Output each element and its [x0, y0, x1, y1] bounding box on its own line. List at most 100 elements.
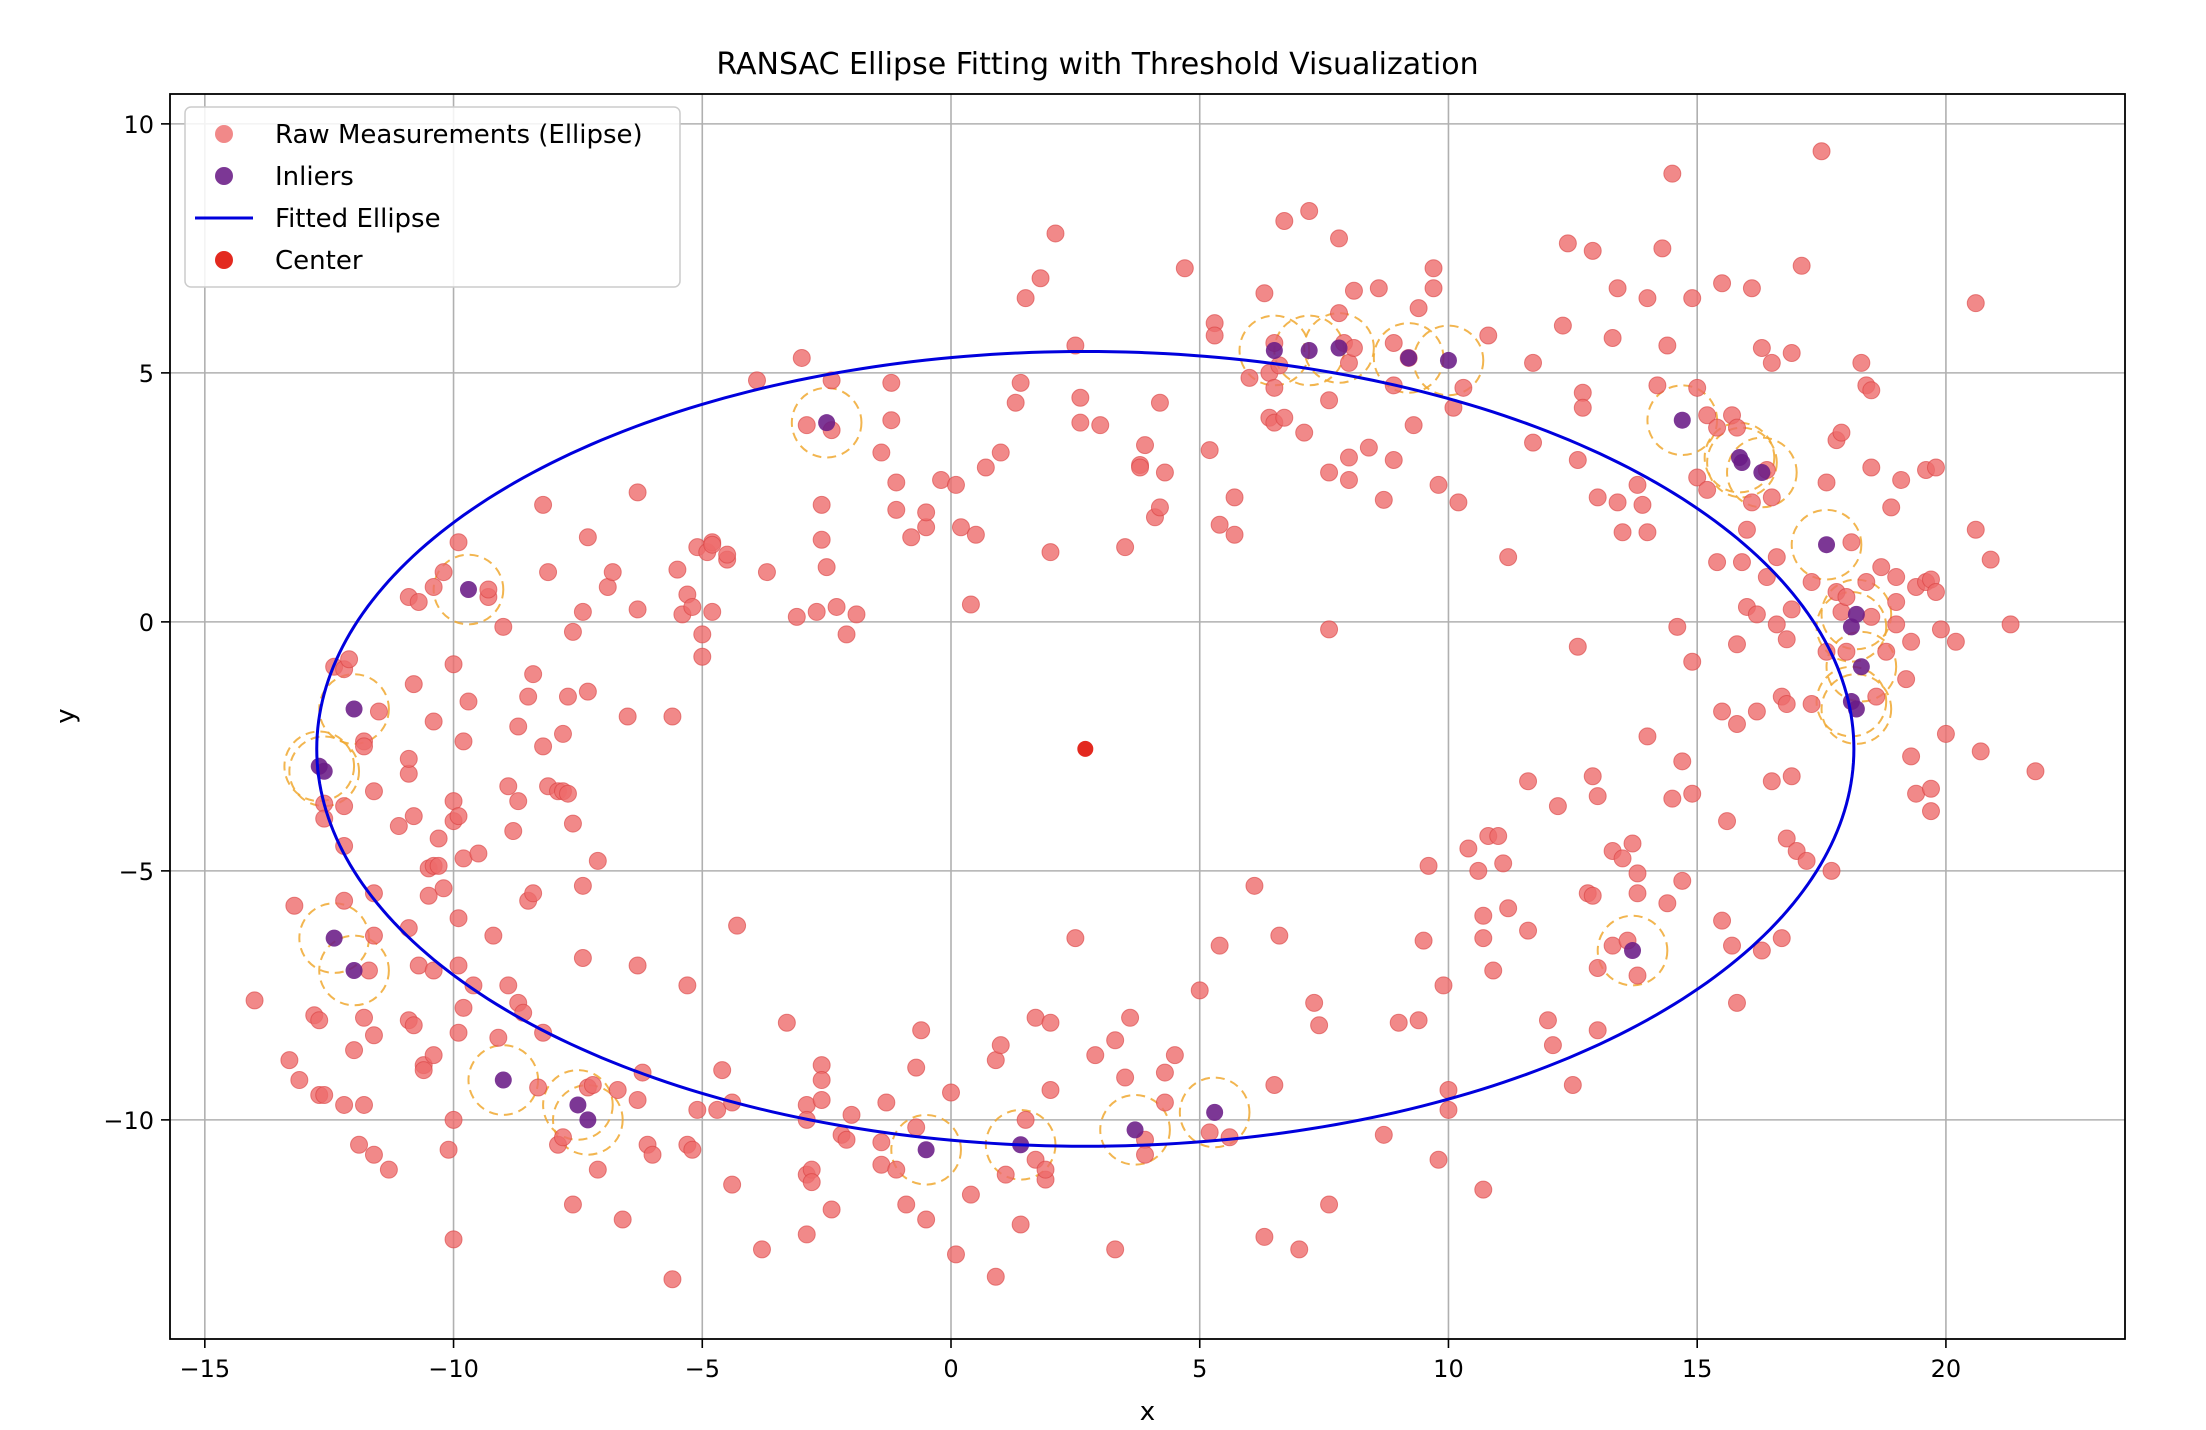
raw-point	[882, 411, 901, 430]
raw-point	[942, 1083, 961, 1102]
threshold-circle	[1178, 1076, 1251, 1149]
raw-point	[1931, 620, 1950, 639]
raw-point	[449, 807, 468, 826]
raw-point	[1524, 433, 1543, 452]
inlier-point	[1842, 618, 1860, 636]
plot-frame	[169, 93, 2126, 1340]
x-tick-label: 5	[1192, 1355, 1207, 1383]
raw-point	[529, 1078, 548, 1097]
raw-point	[817, 558, 836, 577]
raw-point	[887, 473, 906, 492]
raw-point	[285, 896, 304, 915]
raw-point	[747, 371, 766, 390]
raw-point	[951, 518, 970, 537]
raw-point	[2001, 615, 2020, 634]
threshold-circle	[1820, 578, 1893, 651]
raw-point	[1812, 142, 1831, 161]
raw-point	[409, 592, 428, 611]
raw-point	[539, 563, 558, 582]
raw-point	[1310, 1016, 1329, 1035]
raw-point	[1414, 931, 1433, 950]
raw-point	[1862, 607, 1881, 626]
raw-point	[1628, 864, 1647, 883]
raw-point	[1862, 381, 1881, 400]
raw-point	[1747, 605, 1766, 624]
raw-point	[1255, 284, 1274, 303]
raw-point	[797, 416, 816, 435]
threshold-circle	[1820, 673, 1893, 745]
legend-marker-raw	[215, 125, 233, 143]
threshold-circle	[1099, 1094, 1171, 1166]
raw-point	[728, 916, 747, 935]
raw-point	[713, 1061, 732, 1080]
raw-point	[414, 1061, 433, 1080]
raw-point	[872, 1155, 891, 1174]
raw-point	[1673, 871, 1692, 890]
raw-point	[1429, 475, 1448, 494]
raw-point	[1205, 326, 1224, 345]
raw-point	[499, 777, 518, 796]
raw-point	[986, 1051, 1005, 1070]
raw-point	[355, 1095, 374, 1114]
chart-title: RANSAC Ellipse Fitting with Threshold Vi…	[716, 47, 1478, 82]
raw-point	[389, 817, 408, 836]
inlier-point	[1818, 536, 1836, 554]
legend: Raw Measurements (Ellipse) Inliers Fitte…	[184, 106, 681, 288]
raw-point	[424, 961, 443, 980]
raw-point	[1369, 279, 1388, 298]
raw-point	[524, 884, 543, 903]
raw-point	[1419, 856, 1438, 875]
raw-point	[663, 1270, 682, 1289]
raw-point	[469, 844, 488, 863]
raw-point	[434, 879, 453, 898]
raw-point	[1727, 993, 1746, 1012]
raw-point	[598, 578, 617, 597]
threshold-circle	[288, 735, 361, 808]
raw-point	[1752, 941, 1771, 960]
raw-point	[1732, 553, 1751, 572]
raw-point	[1344, 281, 1363, 300]
raw-point	[1921, 779, 1940, 798]
raw-point	[1613, 523, 1632, 542]
raw-point	[315, 1085, 334, 1104]
raw-point	[688, 1100, 707, 1119]
raw-point	[424, 1046, 443, 1065]
raw-point	[1265, 378, 1284, 397]
raw-point	[459, 692, 478, 711]
inlier-point	[325, 929, 343, 947]
raw-point	[1747, 702, 1766, 721]
raw-point	[1429, 1150, 1448, 1169]
raw-point	[628, 483, 647, 502]
raw-point	[708, 1100, 727, 1119]
inlier-point	[1126, 1121, 1144, 1139]
raw-point	[1608, 493, 1627, 512]
raw-point	[444, 792, 463, 811]
raw-point	[822, 371, 841, 390]
inlier-point	[1400, 349, 1418, 367]
raw-point	[519, 687, 538, 706]
raw-point	[454, 849, 473, 868]
raw-point	[444, 1230, 463, 1249]
legend-label-raw: Raw Measurements (Ellipse)	[275, 120, 643, 150]
raw-point	[404, 1016, 423, 1035]
x-tick-label: 0	[943, 1355, 958, 1383]
raw-point	[504, 822, 523, 841]
raw-point	[1116, 1068, 1135, 1087]
raw-point	[1658, 894, 1677, 913]
raw-point	[996, 1165, 1015, 1184]
raw-point	[1479, 326, 1498, 345]
raw-point	[1633, 495, 1652, 514]
raw-point	[1603, 936, 1622, 955]
raw-point	[1608, 279, 1627, 298]
raw-point	[1374, 1125, 1393, 1144]
raw-point	[1121, 1008, 1140, 1027]
raw-point	[1041, 1081, 1060, 1099]
y-tick-label: −10	[103, 1107, 154, 1135]
raw-point	[1936, 724, 1955, 743]
raw-point	[1409, 1011, 1428, 1030]
raw-point	[628, 1090, 647, 1109]
raw-point	[1782, 600, 1801, 619]
raw-point	[1300, 202, 1319, 221]
raw-point	[1106, 1240, 1125, 1259]
threshold-circle	[1790, 508, 1863, 581]
